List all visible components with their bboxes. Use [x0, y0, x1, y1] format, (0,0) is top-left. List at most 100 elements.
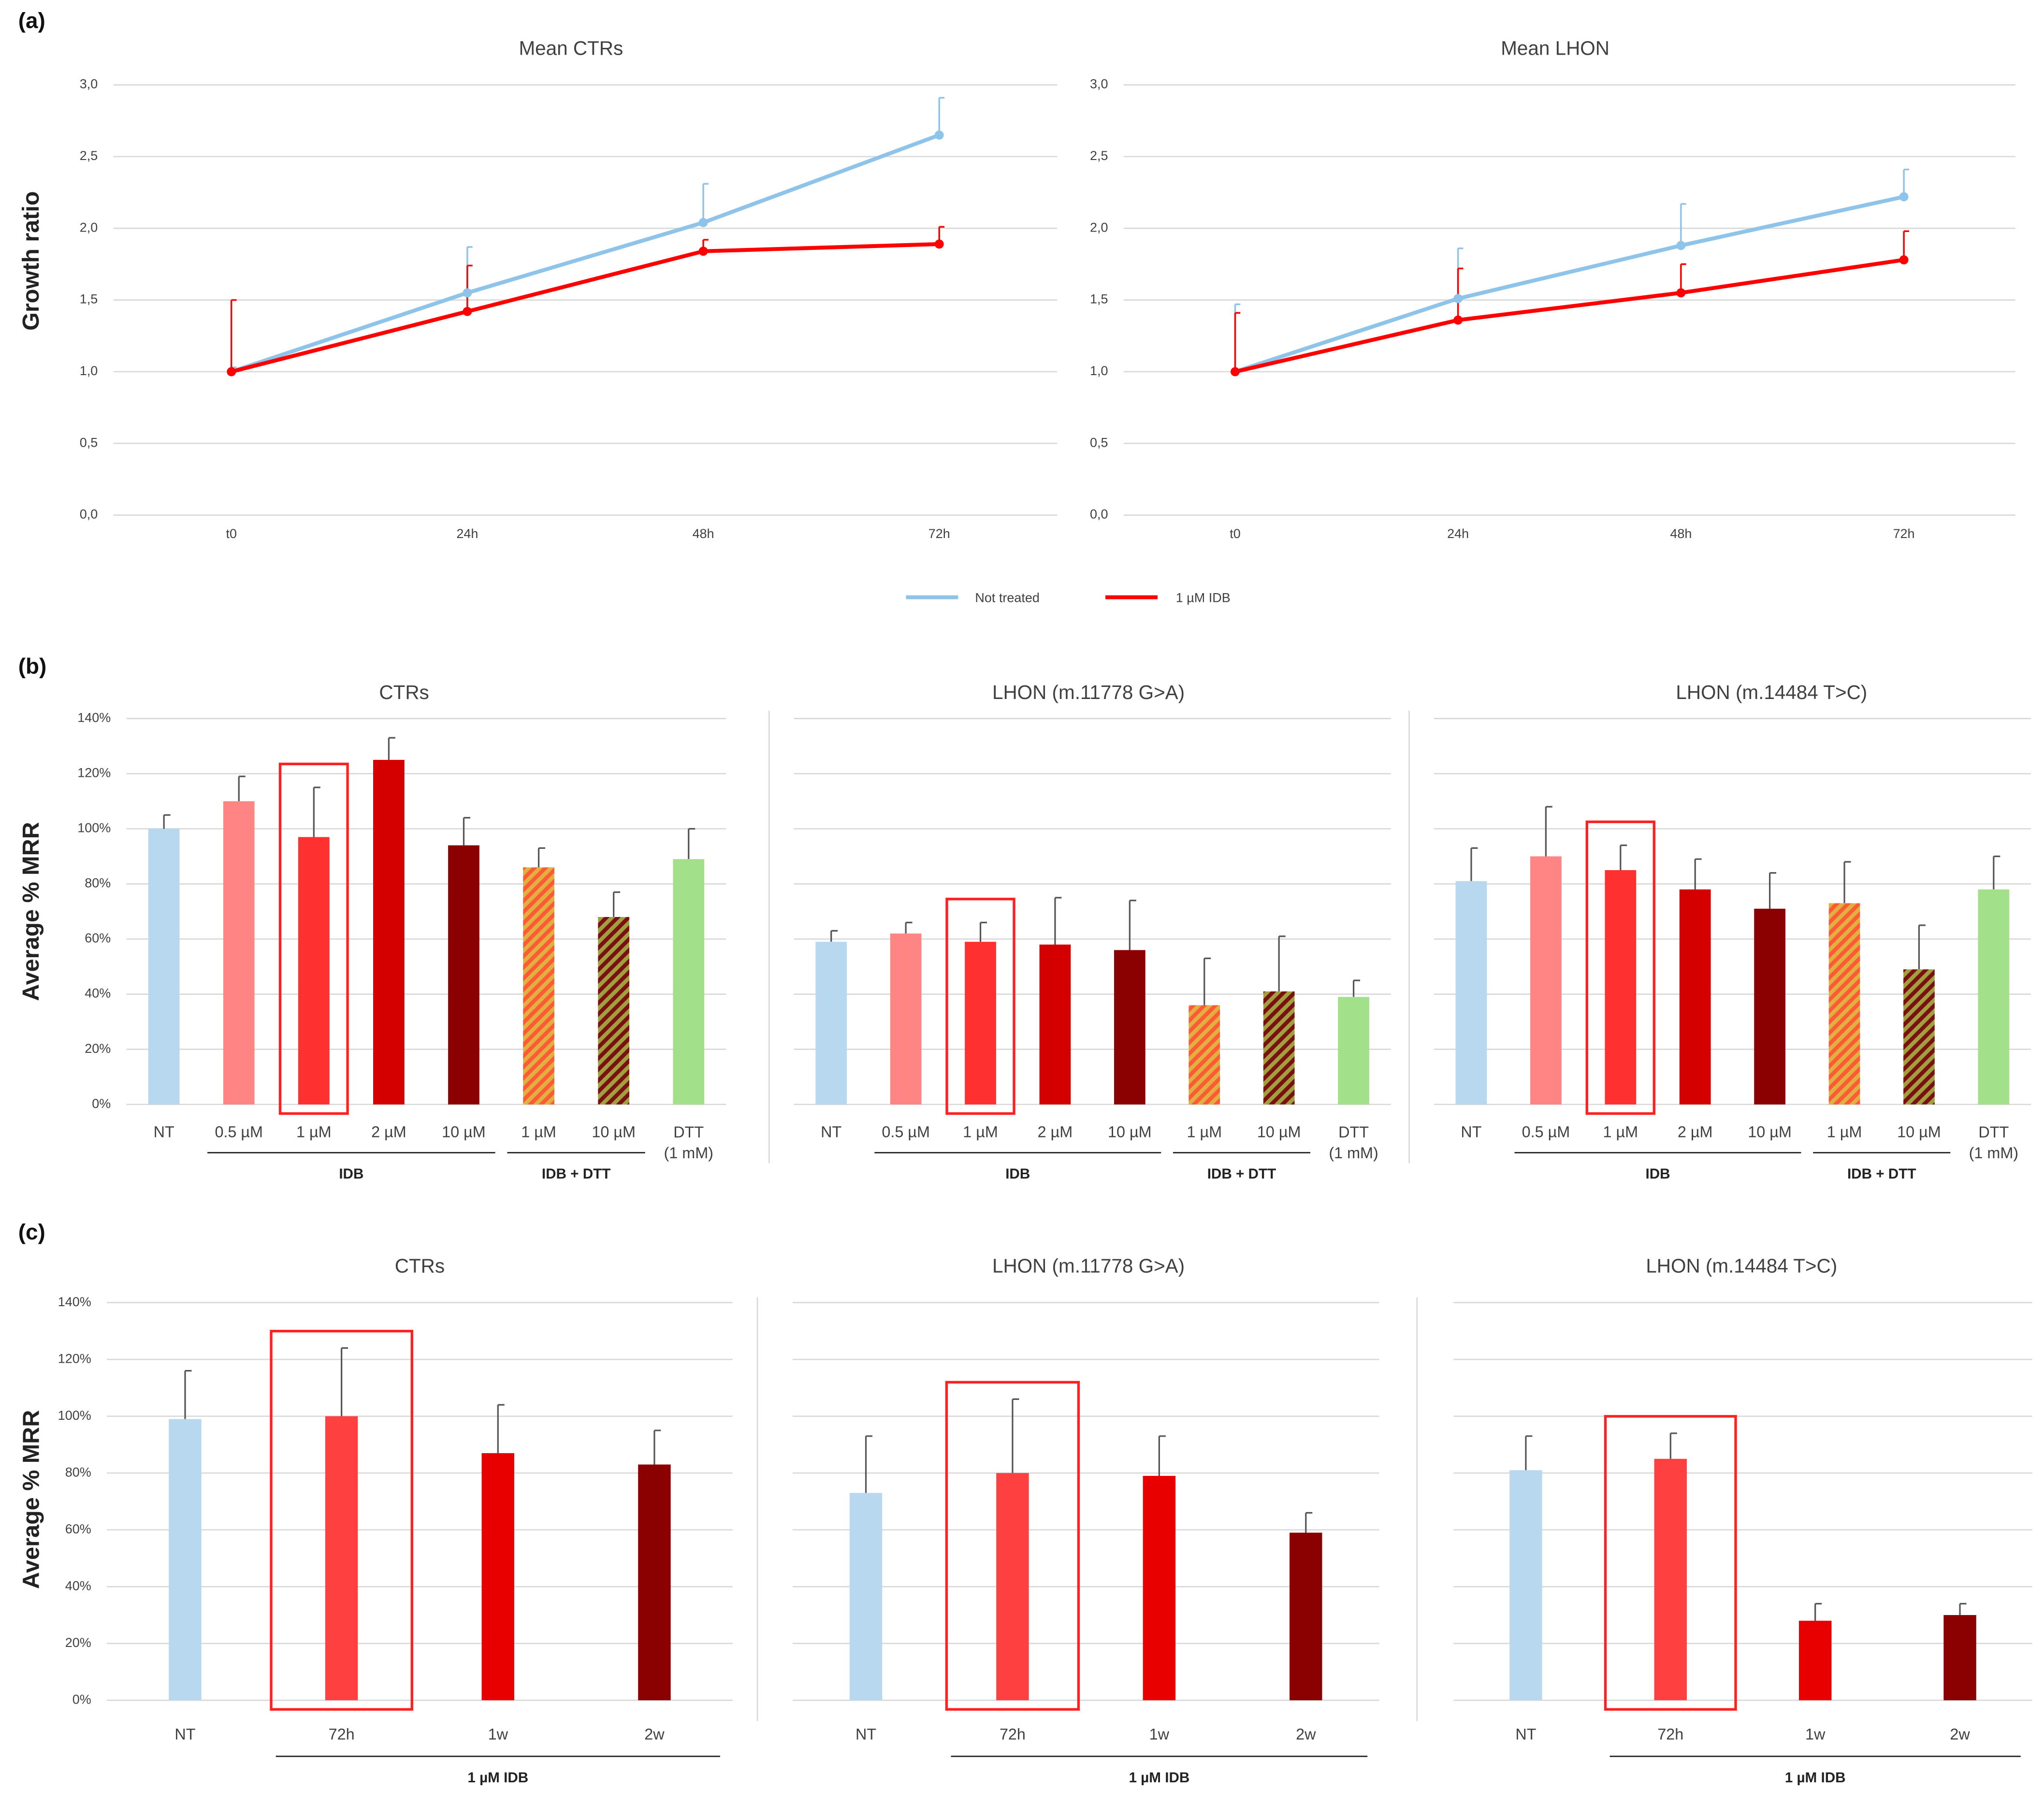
bar — [373, 759, 405, 1105]
y-tick-label: 1,5 — [80, 292, 98, 306]
error-bar — [1158, 1435, 1166, 1476]
x-tick-label: NT — [1461, 1123, 1481, 1141]
error-bar — [1769, 872, 1777, 909]
x-tick-label: 24h — [1447, 526, 1469, 541]
x-tick-label: t0 — [1230, 526, 1241, 541]
error-bar — [1959, 1602, 1967, 1615]
error-bar — [905, 921, 913, 934]
chart-title: CTRs — [379, 681, 429, 703]
error-bar — [1903, 230, 1909, 260]
y-tick-label: 120% — [77, 766, 111, 780]
bar — [1455, 881, 1487, 1105]
y-tick-label: 1,5 — [1090, 292, 1108, 306]
line — [231, 242, 940, 374]
y-axis-label: Growth ratio — [18, 191, 44, 331]
y-tick-label: 140% — [58, 1295, 91, 1309]
error-bar — [1012, 1398, 1019, 1473]
error-bar — [497, 1404, 505, 1454]
x-tick-label: 2w — [644, 1726, 665, 1743]
highlight-box — [945, 1381, 1080, 1711]
chart-title: LHON (m.11778 G>A) — [992, 681, 1185, 703]
bar — [1754, 908, 1785, 1105]
highlight-box — [1604, 1415, 1737, 1711]
y-tick-label: 0% — [92, 1096, 111, 1111]
bar — [1143, 1476, 1176, 1701]
bar — [996, 1473, 1029, 1701]
group-label: IDB — [1645, 1166, 1670, 1182]
error-bar — [830, 930, 838, 942]
error-bar — [1234, 312, 1241, 372]
bar — [148, 829, 180, 1105]
y-tick-label: 20% — [65, 1635, 91, 1650]
error-bar — [1843, 861, 1851, 903]
point — [1676, 288, 1686, 298]
point — [463, 306, 472, 316]
chart-title: CTRs — [395, 1255, 445, 1277]
bar — [965, 942, 996, 1105]
group-label: IDB + DTT — [542, 1166, 611, 1182]
y-tick-label: 1,0 — [80, 364, 98, 378]
x-tick-label: NT — [821, 1123, 841, 1141]
error-bar — [230, 299, 237, 372]
x-tick-label: 0.5 µM — [215, 1123, 263, 1141]
highlight-box — [278, 762, 349, 1115]
bar — [523, 867, 554, 1105]
bar — [325, 1416, 358, 1701]
x-tick-label: 2w — [1296, 1726, 1316, 1743]
y-tick-label: 0,0 — [1090, 507, 1108, 522]
bar — [1605, 870, 1637, 1105]
highlight-box — [945, 898, 1015, 1115]
chart-title: LHON (m.14484 T>C) — [1646, 1255, 1837, 1277]
y-axis-label: Average % MRR — [18, 1410, 44, 1589]
y-tick-label: 0,0 — [80, 507, 98, 522]
panel-label: (b) — [18, 653, 47, 678]
bar — [1263, 991, 1295, 1105]
x-tick-label: 72h — [1657, 1726, 1683, 1743]
bar — [1114, 950, 1145, 1105]
x-tick-label: 72h — [1000, 1726, 1026, 1743]
point — [227, 367, 236, 377]
bar — [1798, 1620, 1832, 1701]
x-tick-label: NT — [855, 1726, 876, 1743]
panel-label: (c) — [18, 1219, 45, 1244]
group-label: 1 µM IDB — [467, 1770, 528, 1786]
error-bar — [341, 1347, 348, 1416]
chart-title: LHON (m.14484 T>C) — [1676, 681, 1867, 703]
x-tick-label: 48h — [693, 526, 714, 541]
highlight-box — [270, 1329, 413, 1711]
x-tick-label: 1 µM — [1603, 1123, 1638, 1141]
group-label: 1 µM IDB — [1785, 1770, 1846, 1786]
x-tick-label: 10 µM — [1897, 1123, 1941, 1141]
y-tick-label: 0,5 — [80, 435, 98, 450]
bar — [1338, 997, 1369, 1105]
chart-title: LHON (m.11778 G>A) — [992, 1255, 1185, 1277]
legend-label: 1 µM IDB — [1176, 590, 1231, 605]
y-tick-label: 2,0 — [80, 220, 98, 234]
error-bar — [865, 1435, 873, 1493]
error-bar — [938, 97, 945, 135]
bar — [1530, 856, 1562, 1105]
chart-title: Mean LHON — [1501, 37, 1609, 59]
bar — [448, 845, 479, 1105]
point — [698, 218, 708, 227]
y-tick-label: 100% — [58, 1408, 91, 1423]
error-bar — [1669, 1432, 1677, 1459]
x-tick-label: NT — [154, 1123, 174, 1141]
error-bar — [1203, 957, 1211, 1005]
x-tick-label: 72h — [928, 526, 950, 541]
point — [1453, 315, 1463, 325]
error-bar — [1352, 979, 1361, 997]
bar — [1679, 889, 1711, 1105]
x-tick-label: 1w — [488, 1726, 508, 1743]
bar — [815, 942, 847, 1105]
bar — [1654, 1458, 1687, 1701]
group-label: IDB — [1005, 1166, 1030, 1182]
x-tick-label: 1 µM — [296, 1123, 332, 1141]
x-tick-label: 1 µM — [1187, 1123, 1222, 1141]
point — [934, 239, 944, 249]
y-tick-label: 3,0 — [80, 77, 98, 91]
bar — [890, 933, 922, 1105]
x-tick-label: 10 µM — [592, 1123, 636, 1141]
error-bar — [537, 847, 546, 868]
x-tick-label: 72h — [1893, 526, 1915, 541]
